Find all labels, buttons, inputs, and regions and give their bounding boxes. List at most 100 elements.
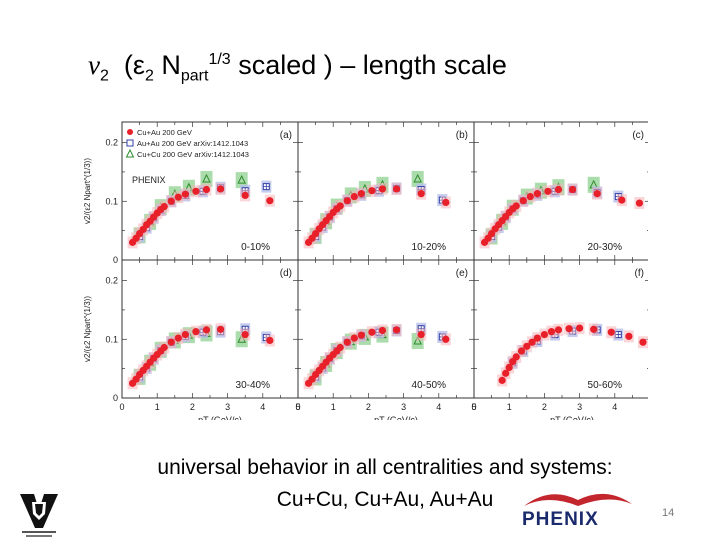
cuau-data-point	[590, 325, 598, 333]
panel-tag-label: (e)	[456, 268, 468, 279]
cuau-data-point	[160, 202, 168, 211]
y-tick-label: 0.2	[105, 276, 118, 286]
cuau-data-point	[547, 328, 556, 336]
cuau-data-point	[526, 192, 534, 201]
cuau-data-point	[533, 334, 541, 342]
centrality-label: 10-20%	[412, 242, 447, 253]
centrality-label: 20-30%	[588, 242, 623, 253]
legend-marker-cuau	[127, 129, 133, 135]
vanderbilt-logo	[20, 494, 58, 537]
y-tick-label: 0	[113, 393, 118, 403]
cuau-data-point	[618, 196, 626, 204]
y-tick-label: 0.2	[105, 138, 118, 148]
cuau-data-point	[502, 369, 510, 377]
cuau-data-point	[202, 185, 211, 194]
y-tick-label: 0.1	[105, 196, 118, 206]
x-tick-label: 0	[471, 402, 476, 412]
cuau-data-point	[167, 197, 175, 205]
centrality-label: 50-60%	[588, 380, 623, 391]
cuau-data-point	[368, 187, 376, 195]
cuau-data-point	[607, 328, 615, 336]
cuau-data-point	[442, 335, 450, 343]
v2-scaling-figure: (a)0-10%(b)10-20%(c)20-30%(d)30-40%(e)40…	[83, 121, 648, 420]
x-tick-label: 3	[401, 402, 406, 412]
cuau-data-point	[202, 326, 211, 334]
cuau-data-point	[350, 334, 358, 342]
cuau-data-point	[512, 353, 520, 361]
cuau-data-point	[417, 190, 425, 198]
title-n-superscript: 1/3	[208, 51, 231, 68]
x-tick-label: 3	[225, 402, 230, 412]
cuau-data-point	[174, 334, 182, 342]
title-n-symbol: N	[161, 50, 181, 80]
cuau-data-point	[593, 190, 601, 198]
title-rest: scaled ) – length scale	[238, 50, 507, 80]
cuau-data-point	[565, 325, 573, 333]
cuau-data-point	[554, 326, 563, 334]
x-tick-label: 3	[577, 402, 582, 412]
cuau-data-point	[266, 197, 274, 205]
x-tick-label: 1	[155, 402, 160, 412]
cucu-data-point	[237, 175, 246, 184]
y-axis-label: v2/(ε2 Npart^(1/3))	[83, 296, 92, 362]
cuau-data-point	[266, 336, 274, 345]
cuau-data-point	[505, 363, 513, 372]
cuau-data-point	[192, 187, 200, 195]
x-tick-label: 5	[647, 402, 648, 412]
page-number: 14	[662, 507, 675, 519]
caption-line-2: Cu+Cu, Cu+Au, Au+Au	[276, 488, 494, 511]
cuau-data-point	[378, 185, 387, 193]
cuau-data-point	[241, 330, 249, 339]
x-tick-label: 0	[295, 402, 300, 412]
x-tick-label: 2	[366, 402, 371, 412]
phenix-logo: PHENIX	[522, 493, 632, 528]
x-axis-label: pT (GeV/c)	[198, 415, 242, 420]
centrality-label: 40-50%	[412, 380, 447, 391]
cuau-data-point	[523, 342, 531, 350]
panel-tag-label: (a)	[280, 130, 292, 141]
legend-label: Cu+Cu 200 GeV arXiv:1412.1043	[137, 150, 249, 159]
cuau-data-point	[568, 185, 577, 194]
y-tick-label: 0	[113, 255, 118, 265]
x-tick-label: 5	[295, 402, 300, 412]
cuau-data-point	[392, 326, 401, 334]
cuau-data-point	[639, 338, 647, 346]
slide-title: v2 (ε2 Npart1/3 scaled ) – length scale	[88, 50, 507, 85]
panel-tag-label: (d)	[280, 268, 292, 279]
cuau-data-point	[181, 330, 189, 339]
x-tick-label: 4	[612, 402, 617, 412]
cuau-data-point	[336, 202, 344, 210]
cuau-data-point	[544, 187, 552, 195]
slide-caption: universal behavior in all centralities a…	[60, 452, 710, 516]
cuau-data-point	[181, 190, 189, 198]
legend-label: Cu+Au 200 GeV	[137, 128, 192, 137]
cuau-data-point	[357, 331, 365, 339]
cuau-data-point	[498, 376, 506, 384]
title-open-paren: (	[123, 50, 133, 80]
cuau-data-point	[625, 332, 633, 340]
cuau-data-point	[357, 190, 365, 198]
cuau-data-point	[241, 191, 249, 200]
cucu-syst-band	[200, 170, 213, 187]
cuau-data-point	[442, 198, 450, 207]
caption-line-1: universal behavior in all centralities a…	[157, 456, 613, 479]
legend-marker-cucu	[125, 148, 135, 158]
cuau-data-point	[512, 202, 520, 210]
cuau-data-point	[554, 185, 563, 194]
cuau-data-point	[528, 338, 536, 346]
cuau-data-point	[174, 193, 182, 201]
cuau-data-point	[576, 324, 584, 332]
x-tick-label: 4	[436, 402, 441, 412]
panel-tag-label: (b)	[456, 130, 468, 141]
cuau-data-point	[635, 199, 644, 207]
x-tick-label: 1	[331, 402, 336, 412]
cuau-data-point	[540, 330, 548, 339]
cuau-data-point	[160, 343, 168, 352]
cucu-syst-band	[411, 170, 424, 187]
cuau-data-point	[343, 197, 351, 205]
x-axis-label: pT (GeV/c)	[550, 415, 594, 420]
auau-data-point-cross	[263, 183, 270, 190]
y-axis-label: v2/(ε2 Npart^(1/3))	[83, 158, 92, 224]
cuau-data-point	[368, 328, 376, 336]
title-v-subscript: 2	[99, 67, 109, 85]
